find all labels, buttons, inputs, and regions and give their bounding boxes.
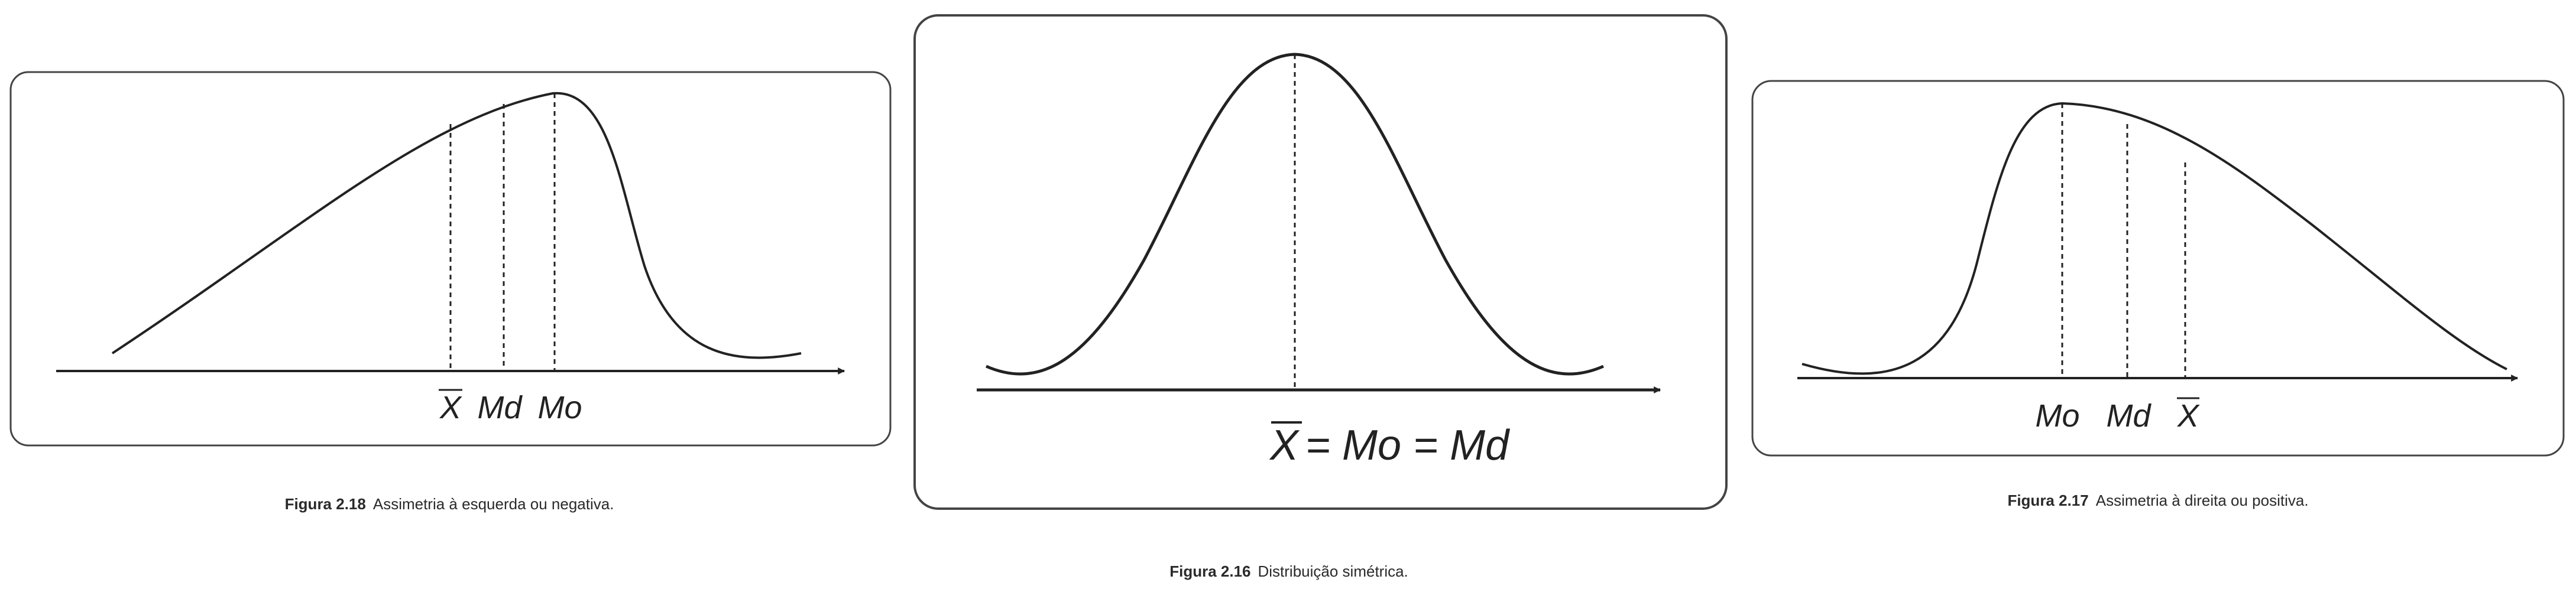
figure-right-median-label: Md xyxy=(2106,398,2151,434)
figure-middle-frame xyxy=(913,14,1728,510)
figure-middle-caption-text: Distribuição simétrica. xyxy=(1258,562,1408,580)
figure-middle-equation: = Mo = Md xyxy=(1305,422,1510,469)
figure-left-curve xyxy=(111,92,802,359)
figure-left-caption-number: Figura 2.18 xyxy=(284,495,366,513)
figure-right-curve xyxy=(1801,102,2507,375)
figure-right-caption-text: Assimetria à direita ou positiva. xyxy=(2095,492,2309,509)
figure-middle-mean-label: X xyxy=(1269,422,1300,469)
figure-right-mean-label: X xyxy=(2176,398,2200,434)
figure-left-median-label: Md xyxy=(477,390,523,425)
figure-middle-symmetric: X = Mo = Md xyxy=(913,14,1728,510)
figure-right-caption-number: Figura 2.17 xyxy=(2007,492,2089,509)
figure-left-mean-label: X xyxy=(439,390,462,425)
figure-right-frame xyxy=(1751,80,2565,457)
figure-right-mode-label: Mo xyxy=(2035,398,2079,434)
figure-left-mode-label: Mo xyxy=(537,390,582,425)
figure-middle-caption: Figura 2.16 Distribuição simétrica. xyxy=(1169,562,1408,581)
figure-middle-caption-number: Figura 2.16 xyxy=(1169,562,1251,580)
figure-right-skew: Mo Md X xyxy=(1751,80,2565,457)
figure-left-skew: X Md Mo xyxy=(9,71,892,447)
figure-left-caption: Figura 2.18 Assimetria à esquerda ou nega… xyxy=(285,495,614,513)
figure-right-caption: Figura 2.17 Assimetria à direita ou posit… xyxy=(2007,492,2308,510)
figure-left-frame xyxy=(9,71,892,447)
figure-left-caption-text: Assimetria à esquerda ou negativa. xyxy=(372,495,614,513)
